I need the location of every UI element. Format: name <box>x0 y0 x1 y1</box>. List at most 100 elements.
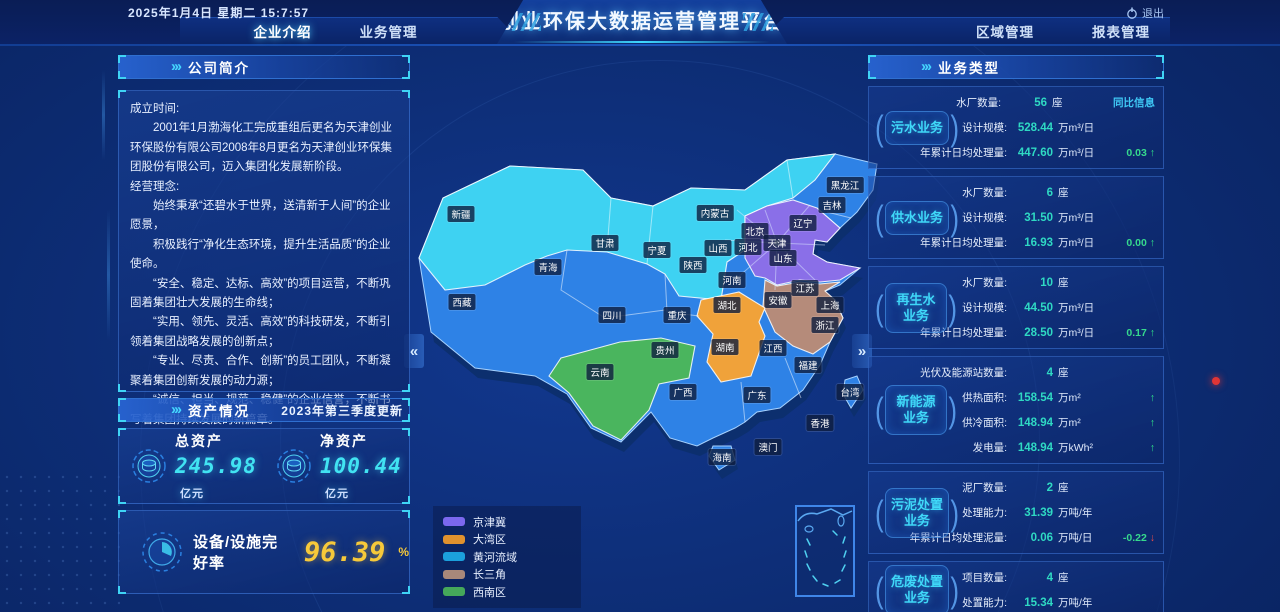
legend-item[interactable]: 长三角 <box>443 566 571 584</box>
row-value: 31.39 <box>1024 506 1053 519</box>
business-row: 水厂数量: 6 座 <box>877 180 1155 205</box>
row-value: 447.60 <box>1017 146 1053 159</box>
right-tabs: 区域管理 报表管理 <box>898 17 1228 45</box>
section-button[interactable]: 污泥处置 业务 <box>885 487 950 538</box>
map-region-southwest[interactable] <box>548 337 696 441</box>
business-row: 设计规模: 31.50 万m³/日 <box>877 205 1155 230</box>
row-unit: 万m² <box>1058 392 1081 404</box>
business-section: 再生水 业务水厂数量:10座设计规模:44.50万m³/日年累计日均处理量:28… <box>868 266 1164 349</box>
tab-企业介绍[interactable]: 企业介绍 <box>253 25 312 40</box>
company-paragraph: 积极践行“净化生态环境，提升生活品质”的企业使命。 <box>130 238 391 271</box>
row-value: 10 <box>1040 276 1053 289</box>
row-unit: 万m³/日 <box>1058 302 1095 314</box>
row-value: 0.06 <box>1030 531 1053 544</box>
row-value: 44.50 <box>1024 301 1053 314</box>
row-unit: 万m³/日 <box>1058 327 1095 339</box>
row-delta: 0.17 ↑ <box>1109 327 1155 339</box>
nav-band-right <box>755 17 1170 46</box>
legend-label: 京津冀 <box>473 516 506 529</box>
equipment-value: 96.39 <box>304 536 386 568</box>
company-section-header: ››› 公司简介 <box>118 55 410 79</box>
chevrons-icon: ››› <box>171 57 182 75</box>
section-button[interactable]: 新能源 业务 <box>885 385 947 435</box>
row-delta: 0.03 ↑ <box>1109 147 1155 159</box>
legend-item[interactable]: 京津冀 <box>443 513 571 531</box>
section-title: 业务类型 <box>938 61 1000 76</box>
company-paragraph: 成立时间: <box>130 103 180 115</box>
asset-unit: 亿元 <box>325 487 349 500</box>
row-unit: 万m³/日 <box>1058 212 1095 224</box>
map-region-dawan[interactable] <box>696 291 766 383</box>
tab-业务管理[interactable]: 业务管理 <box>359 25 418 40</box>
section-button[interactable]: 危废处置 业务 <box>885 565 950 612</box>
business-row: 年累计日均处理量: 28.50 万m³/日 0.17 ↑ <box>877 320 1155 345</box>
row-unit: 万kWh² <box>1058 442 1093 454</box>
row-unit: 座 <box>1058 367 1069 379</box>
slash-decoration <box>743 13 773 31</box>
map-next-arrow[interactable]: » <box>852 334 872 368</box>
row-unit: 万m³/日 <box>1058 237 1095 249</box>
row-value: 15.34 <box>1024 596 1053 609</box>
tab-区域管理[interactable]: 区域管理 <box>976 25 1034 40</box>
legend-swatch <box>443 552 465 562</box>
company-intro-panel: 成立时间: 2001年1月渤海化工完成重组后更名为天津创业环保股份有限公司2008… <box>118 90 410 426</box>
nav-band-left <box>180 17 525 46</box>
company-paragraph: 2001年1月渤海化工完成重组后更名为天津创业环保股份有限公司2008年8月更名… <box>130 122 392 174</box>
light-bar-decoration <box>102 70 105 160</box>
section-button[interactable]: 再生水 业务 <box>885 282 947 333</box>
business-row: 年累计日均处理量: 447.60 万m³/日 0.03 ↑ <box>877 140 1155 165</box>
row-delta: -0.22 ↓ <box>1109 532 1155 544</box>
row-label: 年累计日均处理量: <box>920 147 1007 159</box>
row-label: 泥厂数量: <box>962 482 1007 494</box>
company-paragraph: 经营理念: <box>130 180 180 193</box>
delta-value: 0.17 <box>1126 326 1150 339</box>
tianjin-marker <box>774 240 780 246</box>
company-paragraph: 始终秉承“还碧水于世界，送清新于人间”的企业愿景， <box>130 200 391 232</box>
business-sections: 污水业务水厂数量:56座同比信息设计规模:528.44万m³/日年累计日均处理量… <box>868 86 1164 612</box>
row-label: 项目数量: <box>962 572 1007 584</box>
logout-button[interactable]: 退出 <box>1126 5 1164 21</box>
legend-label: 黄河流域 <box>473 551 517 564</box>
legend-item[interactable]: 黄河流域 <box>443 548 571 566</box>
section-rows: 项目数量: 4 座处置能力: 15.34 万吨/年 <box>877 565 1155 612</box>
legend-item[interactable]: 大湾区 <box>443 531 571 549</box>
tab-报表管理[interactable]: 报表管理 <box>1092 25 1150 40</box>
business-section: 供水业务水厂数量:6座设计规模:31.50万m³/日年累计日均处理量:16.93… <box>868 176 1164 259</box>
business-section-header: ››› 业务类型 <box>868 55 1164 79</box>
business-row: 设计规模: 528.44 万m³/日 <box>877 115 1155 140</box>
light-bar-decoration <box>107 210 110 340</box>
coin-icon <box>132 449 166 483</box>
top-header: 创业环保大数据运营管理平台 2025年1月4日 星期二 15:7:57 退出 企… <box>0 0 1280 46</box>
row-value: 28.50 <box>1024 326 1053 339</box>
business-row: 供热面积: 158.54 万m² ↑ <box>877 385 1155 410</box>
row-label: 水厂数量: <box>956 97 1001 109</box>
legend-swatch <box>443 517 465 527</box>
section-button[interactable]: 污水业务 <box>885 110 950 145</box>
row-label: 处置能力: <box>962 597 1007 609</box>
row-value: 528.44 <box>1017 121 1053 134</box>
row-value: 4 <box>1046 366 1053 379</box>
equipment-label: 设备/设施完好率 <box>193 534 279 572</box>
asset-value: 100.44亿元 <box>320 453 402 500</box>
arrow-up-icon: ↑ <box>1149 416 1155 429</box>
yoy-link[interactable]: 同比信息 <box>1113 97 1155 109</box>
business-row: 年累计日均处理量: 16.93 万m³/日 0.00 ↑ <box>877 230 1155 255</box>
business-row: 设计规模: 44.50 万m³/日 <box>877 295 1155 320</box>
business-row: 处理能力: 31.39 万吨/年 <box>877 500 1155 525</box>
business-row: 项目数量: 4 座 <box>877 565 1155 590</box>
row-unit: 座 <box>1058 572 1069 584</box>
row-unit: 座 <box>1058 187 1069 199</box>
row-label: 设计规模: <box>962 212 1007 224</box>
legend-swatch <box>443 569 465 579</box>
row-label: 水厂数量: <box>962 277 1007 289</box>
section-title: 公司简介 <box>188 61 250 76</box>
power-icon <box>1127 7 1137 19</box>
row-label: 设计规模: <box>962 302 1007 314</box>
map-legend: 京津冀大湾区黄河流域长三角 西南区 <box>433 506 581 608</box>
section-button[interactable]: 供水业务 <box>885 200 950 235</box>
legend-item[interactable]: 西南区 <box>443 583 571 601</box>
coin-icon <box>277 449 311 483</box>
